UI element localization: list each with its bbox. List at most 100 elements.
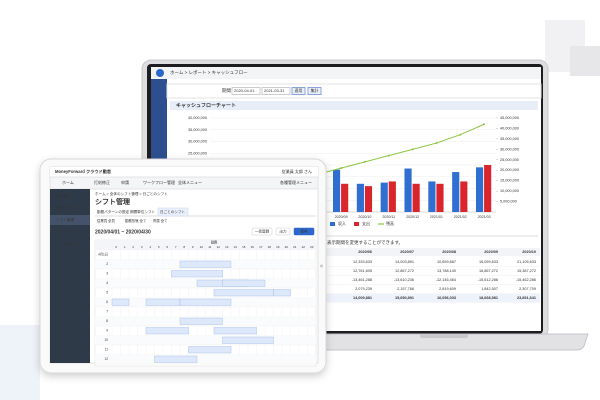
- menu-bar: [49, 176, 319, 190]
- shift-block: [179, 260, 232, 268]
- cell: 15,387,272: [517, 269, 536, 273]
- button-label: 出力: [279, 228, 287, 233]
- menu-item[interactable]: ワークフロー管理: [143, 179, 175, 185]
- row-label: 9: [106, 329, 108, 333]
- row-label: 7: [106, 310, 108, 314]
- bar: [412, 183, 420, 212]
- date-input: [231, 87, 261, 95]
- hour-label: 17: [259, 245, 263, 249]
- laptop-notch: [420, 334, 468, 338]
- shift-block: [188, 346, 232, 354]
- bar: [380, 182, 388, 212]
- hour-label: 5: [158, 245, 160, 249]
- tablet: MoneyForward クラウド勤怠 従業員 太郎 さん 各種管理メニュー ホ…: [39, 158, 327, 374]
- tab[interactable]: 期間単位シフト: [130, 209, 156, 214]
- filter: 勤務形態 全て: [125, 218, 146, 223]
- button[interactable]: [275, 227, 291, 236]
- row-label: 3: [106, 272, 108, 276]
- app-header: [50, 167, 318, 177]
- date-input: [261, 87, 291, 95]
- y2-tick-label: 35,000,000: [500, 137, 519, 141]
- menu-item[interactable]: ホーム: [62, 180, 74, 185]
- button[interactable]: [307, 87, 322, 95]
- hour-label: 15: [242, 245, 246, 249]
- button[interactable]: [251, 227, 273, 236]
- x-tick-label: 2020/09: [335, 215, 348, 219]
- breadcrumb: ホーム > 全体のシフト管理 > 日ごとのシフト: [95, 191, 168, 196]
- cell: -13,461,288: [352, 278, 372, 282]
- shift-block: [222, 336, 274, 344]
- button-label: 保存: [300, 228, 308, 233]
- shift-block: [145, 327, 189, 335]
- sidebar-item[interactable]: 打刻修正: [56, 193, 71, 198]
- period-label: 期間: [222, 88, 231, 94]
- hour-label: 19: [276, 245, 280, 249]
- shift-block: [111, 298, 130, 306]
- shift-block: [154, 355, 198, 363]
- cell: 12,761,605: [353, 269, 372, 273]
- hour-label: 11: [208, 245, 211, 249]
- column-header: 2020/10: [522, 250, 536, 254]
- breadcrumb: ホーム > レポート > キャッシュフロー: [170, 69, 248, 75]
- legend-label: 支出: [362, 220, 370, 226]
- page-title: シフト管理: [95, 197, 130, 206]
- sidebar-active: [50, 215, 90, 225]
- sidebar-item[interactable]: 勤怠ワークフロー: [56, 205, 85, 210]
- bar: [364, 186, 373, 212]
- shift-block: [179, 298, 232, 306]
- menu-item[interactable]: 申請: [121, 179, 129, 185]
- row-label: 5: [106, 291, 108, 295]
- sidebar-item[interactable]: マイページ: [56, 229, 74, 234]
- row-label: 6: [106, 300, 108, 304]
- bar: [428, 181, 436, 212]
- sidebar-item[interactable]: ツールメニュー: [56, 242, 82, 246]
- cell: 1,842,507: [481, 287, 498, 291]
- cell: 2,819,609: [439, 287, 456, 291]
- shift-block: [213, 289, 274, 297]
- line-point: [411, 148, 414, 151]
- y-tick-label: 40,000,000: [188, 116, 207, 120]
- x-tick-label: 2020/11: [382, 215, 395, 219]
- y2-tick-label: 5,000,000: [500, 200, 517, 204]
- menu-item[interactable]: 全体メニュー: [178, 179, 202, 185]
- y2-tick-label: 40,000,000: [500, 126, 519, 130]
- row-label: 12: [104, 357, 108, 361]
- filter: 所属 全て: [153, 218, 168, 223]
- period-to: 2021-03-31: [264, 88, 285, 93]
- button-label: 一括登録: [255, 228, 270, 233]
- hour-label: 9: [192, 245, 194, 249]
- column-header: 2020/07: [400, 250, 414, 254]
- hour-label: 10: [200, 245, 204, 249]
- menu-item[interactable]: 打刻修正: [94, 179, 110, 185]
- hour-label: 3: [141, 245, 143, 249]
- cell: 16,056,033: [437, 296, 456, 300]
- cell: 23,891,641: [517, 296, 536, 300]
- table-header: [300, 248, 540, 256]
- legend-label: 残高: [386, 220, 394, 226]
- admin-menu[interactable]: 各種管理メニュー: [280, 179, 312, 185]
- cell: 2,079,239: [355, 287, 372, 291]
- cell: 14,009,881: [353, 296, 372, 300]
- hour-label: 1: [124, 245, 126, 249]
- row-label: 4月1日: [98, 253, 108, 257]
- cell: 2,307,709: [519, 287, 536, 291]
- legend-swatch: [354, 222, 359, 226]
- table-note: 「期間」から表示期間を変更することができます。: [300, 239, 403, 246]
- legend-swatch: [330, 222, 335, 226]
- hour-label: 23: [310, 245, 314, 249]
- tab[interactable]: 勤務パターンの設定: [97, 209, 130, 214]
- bar: [475, 167, 484, 212]
- column-header: 2020/06: [358, 250, 372, 254]
- cell: 15,650,891: [395, 296, 414, 300]
- button[interactable]: [293, 227, 315, 236]
- bar: [484, 165, 492, 212]
- tab[interactable]: 日ごとのシフト: [160, 209, 186, 214]
- button[interactable]: [291, 87, 306, 95]
- sidebar-item[interactable]: シフト管理: [56, 217, 74, 222]
- y2-tick-label: 30,000,000: [500, 147, 519, 151]
- logo: [156, 69, 164, 77]
- hour-label: 20: [285, 245, 289, 249]
- bar: [404, 168, 412, 212]
- decor-block: [0, 325, 40, 400]
